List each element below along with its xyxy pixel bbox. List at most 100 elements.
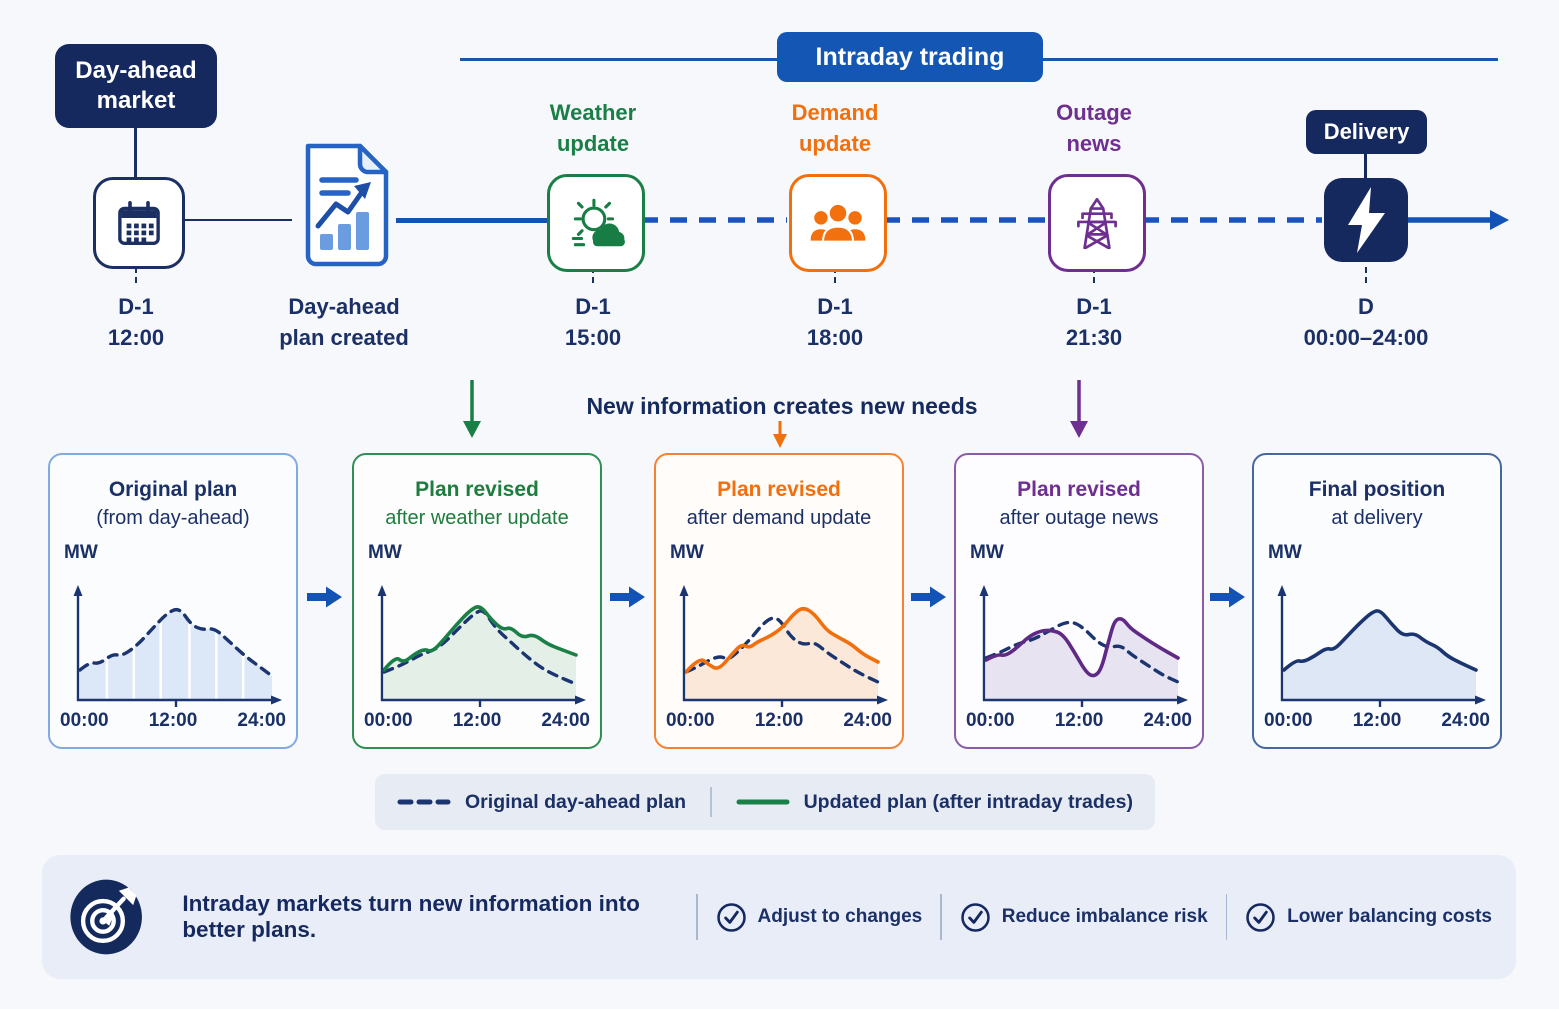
calendar-icon [118, 200, 160, 245]
card-subtitle: after outage news [999, 507, 1159, 529]
dashed-line-swatch [397, 799, 451, 805]
card-title: Plan revised [717, 478, 841, 501]
timeline-segment-solid [396, 218, 547, 223]
card-outage-revision: Plan revised after outage news MW 00:00 1… [954, 453, 1204, 749]
timeline-segment-dashed-3 [1142, 217, 1322, 223]
x-tick-labels: 00:00 12:00 24:00 [1264, 710, 1490, 731]
banner-items: Adjust to changes Reduce imbalance risk … [678, 894, 1492, 940]
chart-plot [964, 568, 1194, 708]
banner-divider [696, 894, 698, 940]
demand-event-box [789, 174, 887, 272]
outage-news-label: Outage news [1056, 100, 1132, 156]
mini-chart: MW 00:00 12:00 24:00 [50, 538, 296, 734]
intraday-trading-badge: Intraday trading [777, 32, 1043, 82]
down-arrow-weather-icon [463, 380, 481, 438]
time-label-demand: D-1 18:00 [806, 294, 864, 350]
weather-event-box [547, 174, 645, 272]
card-subtitle: after weather update [385, 507, 569, 529]
card-title: Plan revised [1017, 478, 1141, 501]
time-label-delivery: D 00:00–24:00 [1303, 294, 1429, 350]
delivery-badge: Delivery [1306, 110, 1427, 154]
down-arrow-outage-icon [1070, 380, 1088, 438]
tick-demand [834, 267, 836, 283]
sun-cloud-icon [571, 198, 625, 247]
card-subtitle: (from day-ahead) [96, 507, 250, 529]
calendar-event-box [93, 177, 185, 269]
lightning-icon [1348, 187, 1385, 253]
demand-update-label: Demand update [791, 100, 879, 156]
x-tick-labels: 00:00 12:00 24:00 [60, 710, 286, 731]
timeline-segment-dashed-2 [883, 217, 1046, 223]
down-arrow-demand-icon [773, 421, 787, 448]
card-demand-revision: Plan revised after demand update MW 00:0… [654, 453, 904, 749]
time-label-weather: D-1 15:00 [564, 294, 622, 350]
time-label-document: Day-ahead plan created [279, 294, 409, 350]
timeline-segment-thin [179, 219, 292, 221]
day-ahead-plan-box [292, 138, 396, 268]
card-title: Original plan [108, 478, 238, 501]
tick-calendar [135, 267, 137, 283]
summary-banner: Intraday markets turn new information in… [42, 855, 1516, 979]
axis-label: MW [970, 542, 1004, 563]
mid-heading: New information creates new needs [586, 393, 978, 419]
people-icon [810, 202, 866, 243]
weather-update-label: Weather update [549, 100, 637, 156]
mini-chart: MW 00:00 12:00 24:00 [1254, 538, 1500, 734]
axis-label: MW [64, 542, 98, 563]
card-arrow-icon-3 [911, 586, 946, 608]
time-label-calendar: D-1 12:00 [107, 294, 165, 350]
card-original-plan: Original plan (from day-ahead) MW 00:00 1… [48, 453, 298, 749]
tick-weather [592, 267, 594, 283]
card-subtitle: after demand update [686, 507, 872, 529]
x-tick-labels: 00:00 12:00 24:00 [364, 710, 590, 731]
check-icon [960, 902, 990, 932]
day-ahead-market-badge: Day-ahead market [55, 44, 217, 128]
card-arrow-icon-4 [1210, 586, 1245, 608]
card-title: Plan revised [415, 478, 539, 501]
tick-delivery [1365, 267, 1367, 283]
mini-chart: MW 00:00 12:00 24:00 [656, 538, 902, 734]
banner-item: Adjust to changes [716, 902, 922, 933]
chart-plot [58, 568, 288, 708]
card-title: Final position [1308, 478, 1446, 501]
axis-label: MW [670, 542, 704, 563]
banner-headline: Intraday markets turn new information in… [182, 891, 640, 942]
check-icon [1246, 902, 1275, 932]
timeline-segment-dashed-1 [641, 217, 787, 223]
legend: Original day-ahead plan Updated plan (af… [375, 774, 1155, 830]
time-label-outage: D-1 21:30 [1065, 294, 1123, 350]
banner-item: Reduce imbalance risk [960, 902, 1208, 933]
card-weather-revision: Plan revised after weather update MW 00:… [352, 453, 602, 749]
delivery-badge-connector [1364, 153, 1367, 179]
card-arrow-icon-1 [307, 586, 342, 608]
banner-left: Intraday markets turn new information in… [68, 869, 678, 965]
mini-chart: MW 00:00 12:00 24:00 [354, 538, 600, 734]
chart-plot [1262, 568, 1492, 708]
card-final-position: Final position at delivery MW 00:00 12:00… [1252, 453, 1502, 749]
card-arrow-icon-2 [610, 586, 645, 608]
card-subtitle: at delivery [1331, 507, 1423, 529]
day-ahead-badge-connector [134, 126, 137, 178]
tick-outage [1093, 267, 1095, 283]
solid-line-swatch [736, 799, 790, 805]
check-icon [716, 902, 746, 932]
banner-divider [940, 894, 942, 940]
x-tick-labels: 00:00 12:00 24:00 [666, 710, 892, 731]
chart-plot [664, 568, 894, 708]
outage-event-box [1048, 174, 1146, 272]
legend-solid-label: Updated plan (after intraday trades) [803, 790, 1133, 813]
legend-dashed-label: Original day-ahead plan [465, 790, 687, 813]
axis-label: MW [368, 542, 402, 563]
legend-divider [710, 787, 712, 817]
delivery-event-box [1324, 178, 1408, 262]
timeline-end-arrow-icon [1408, 210, 1509, 230]
chart-plot [362, 568, 592, 708]
mini-chart: MW 00:00 12:00 24:00 [956, 538, 1202, 734]
banner-item: Lower balancing costs [1245, 902, 1492, 933]
transmission-tower-icon [1077, 197, 1117, 250]
x-tick-labels: 00:00 12:00 24:00 [966, 710, 1192, 731]
document-chart-icon [305, 143, 389, 267]
axis-label: MW [1268, 542, 1302, 563]
target-icon [70, 879, 142, 955]
